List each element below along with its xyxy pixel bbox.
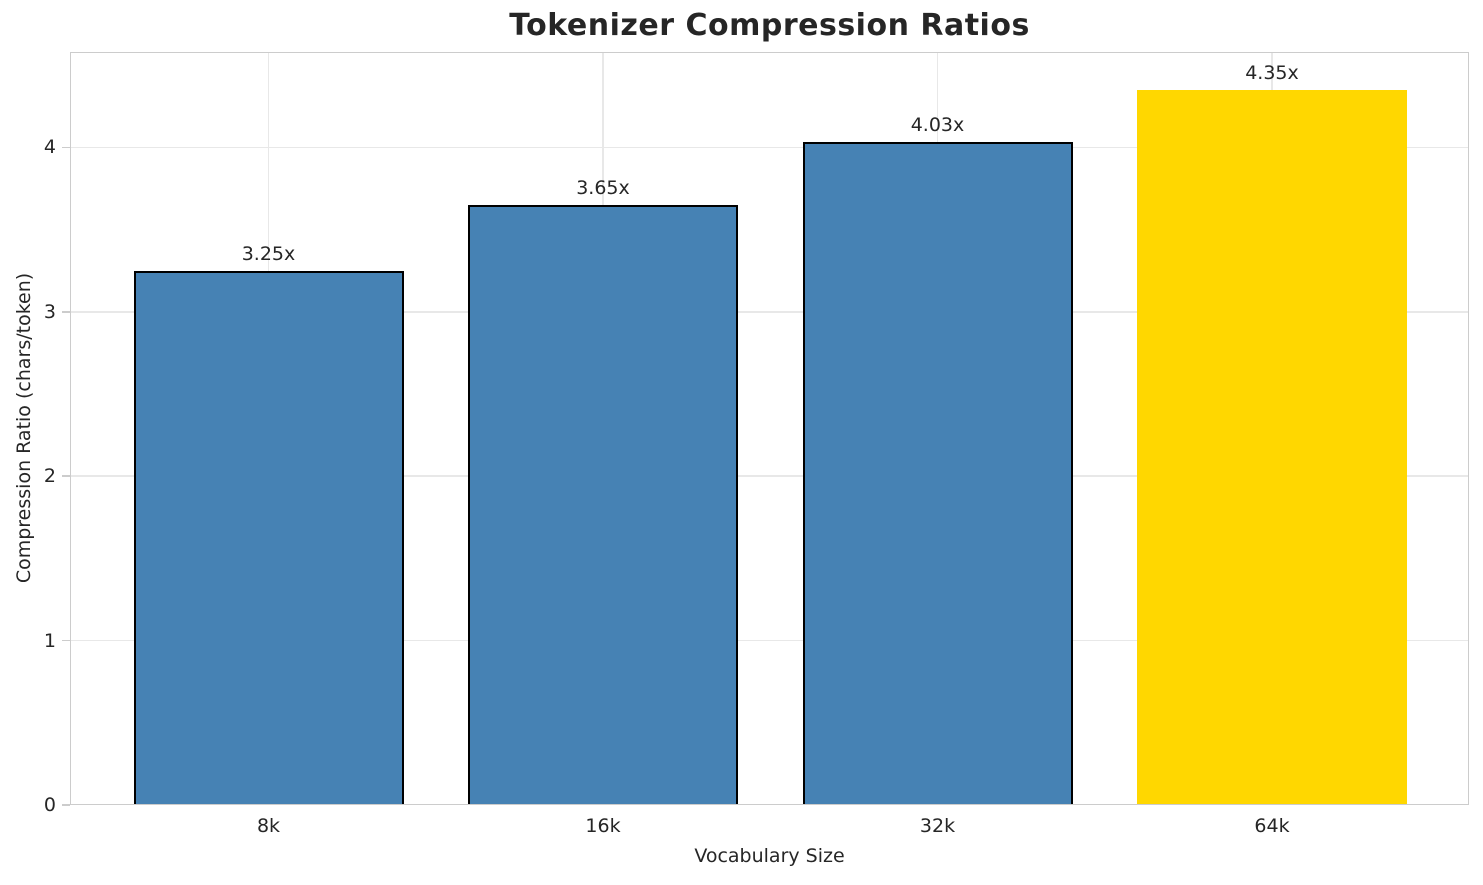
y-tick-mark (62, 639, 70, 642)
x-tick-label: 64k (1254, 815, 1290, 837)
x-tick-label: 8k (256, 815, 281, 837)
y-tick-mark (62, 146, 70, 149)
bar-value-label: 3.25x (241, 242, 296, 265)
y-tick-label: 4 (43, 136, 56, 159)
bar-32k (802, 142, 1073, 805)
chart-title: Tokenizer Compression Ratios (509, 8, 1030, 43)
bar-value-label: 4.03x (910, 114, 965, 137)
bar-64k (1137, 89, 1407, 805)
x-tick-label: 16k (585, 815, 621, 837)
y-tick-label: 0 (43, 794, 56, 816)
plot-area: 3.25x 3.65x 4.03x 4.35x (70, 52, 1469, 805)
y-tick-label: 2 (43, 465, 56, 488)
gridline-horizontal (70, 639, 1469, 642)
gridline-horizontal (70, 146, 1469, 149)
y-tick-mark (62, 804, 70, 806)
x-axis-label: Vocabulary Size (694, 845, 845, 867)
gridline-horizontal (70, 311, 1469, 313)
bar-value-label: 4.35x (1245, 61, 1299, 84)
bar-8k (133, 270, 404, 805)
x-tick-label: 32k (919, 815, 956, 837)
y-tick-mark (62, 475, 70, 477)
y-tick-label: 3 (43, 300, 56, 323)
gridline-horizontal (70, 475, 1469, 477)
bar-value-label: 3.65x (576, 176, 630, 199)
y-tick-mark (62, 311, 70, 313)
y-tick-label: 1 (43, 629, 56, 652)
bar-16k (468, 204, 738, 805)
